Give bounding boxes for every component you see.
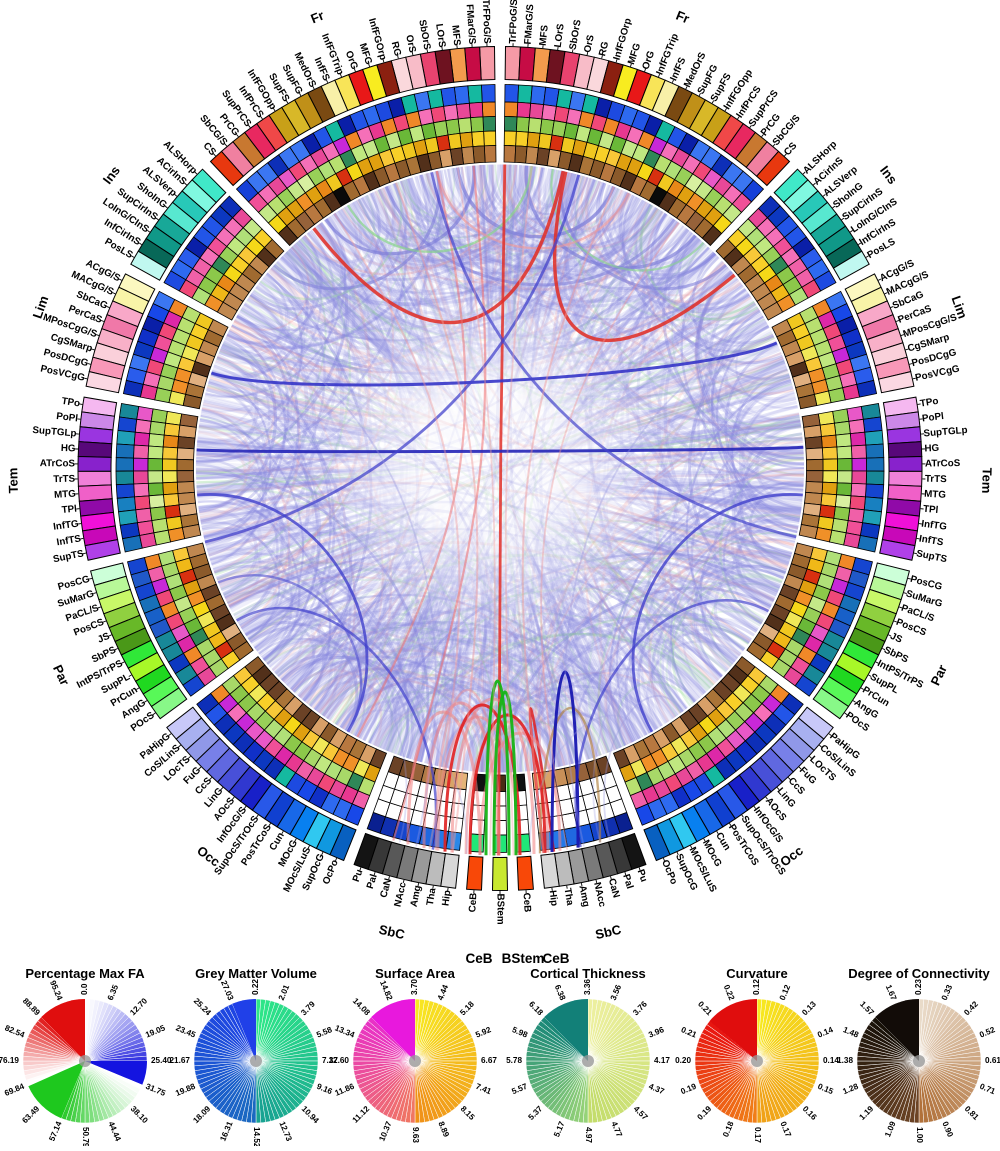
svg-text:TPl: TPl (61, 504, 78, 516)
svg-text:BStem: BStem (494, 894, 505, 925)
svg-text:1.00: 1.00 (915, 1127, 924, 1143)
svg-text:21.67: 21.67 (170, 1056, 191, 1065)
svg-text:CeB: CeB (521, 892, 533, 912)
svg-text:Surface Area: Surface Area (375, 966, 455, 981)
svg-text:HG: HG (61, 443, 77, 455)
svg-text:MFS: MFS (538, 24, 551, 46)
svg-text:76.19: 76.19 (0, 1056, 19, 1065)
svg-text:Grey Matter Volume: Grey Matter Volume (195, 966, 317, 981)
svg-text:Hip: Hip (547, 890, 560, 907)
svg-text:ATrCoS: ATrCoS (40, 458, 76, 469)
svg-text:14.52: 14.52 (252, 1127, 261, 1146)
svg-text:12.60: 12.60 (329, 1056, 350, 1065)
svg-text:CeB: CeB (465, 951, 492, 966)
svg-text:MTG: MTG (54, 489, 77, 501)
svg-text:0.22: 0.22 (251, 979, 260, 995)
svg-text:TrFPoG/S: TrFPoG/S (480, 0, 492, 44)
svg-text:Cortical Thickness: Cortical Thickness (530, 966, 646, 981)
svg-text:0.61: 0.61 (985, 1056, 1000, 1065)
svg-text:HG: HG (924, 443, 940, 455)
svg-text:Percentage Max FA: Percentage Max FA (25, 966, 145, 981)
svg-text:5.78: 5.78 (506, 1056, 522, 1065)
svg-text:CeB: CeB (542, 951, 569, 966)
svg-text:0.23: 0.23 (914, 979, 923, 995)
svg-text:BStem: BStem (502, 951, 545, 966)
svg-text:9.63: 9.63 (411, 1127, 420, 1143)
svg-text:4.17: 4.17 (654, 1056, 670, 1065)
svg-text:ATrCoS: ATrCoS (925, 458, 961, 469)
svg-text:4.97: 4.97 (584, 1127, 593, 1143)
svg-text:50.79: 50.79 (81, 1127, 90, 1146)
svg-text:Hip: Hip (440, 890, 453, 907)
svg-text:0.20: 0.20 (675, 1056, 691, 1065)
svg-text:Degree of Connectivity: Degree of Connectivity (848, 966, 990, 981)
svg-text:TPl: TPl (923, 504, 940, 516)
svg-text:TrFPoG/S: TrFPoG/S (508, 0, 520, 44)
svg-text:0.0: 0.0 (80, 983, 89, 995)
svg-text:MFS: MFS (449, 25, 462, 47)
svg-text:0.17: 0.17 (753, 1127, 762, 1143)
svg-text:Curvature: Curvature (726, 966, 787, 981)
svg-text:3.70: 3.70 (410, 979, 419, 995)
svg-text:1.38: 1.38 (837, 1056, 853, 1065)
svg-text:MTG: MTG (924, 489, 947, 501)
svg-text:0.12: 0.12 (752, 979, 761, 995)
svg-text:CeB: CeB (467, 892, 479, 912)
svg-text:TrTS: TrTS (925, 474, 948, 486)
svg-text:Tem: Tem (979, 467, 995, 493)
svg-text:TrTS: TrTS (53, 474, 76, 486)
svg-text:3.36: 3.36 (583, 979, 592, 995)
svg-text:6.67: 6.67 (481, 1056, 497, 1065)
svg-text:Tem: Tem (5, 467, 21, 493)
